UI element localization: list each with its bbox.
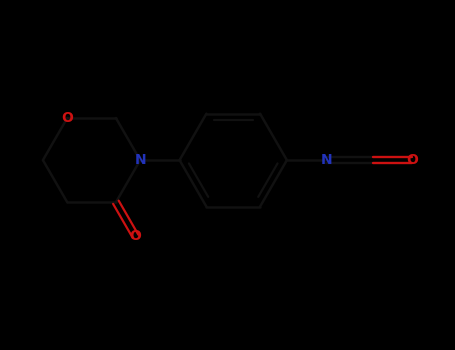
Text: N: N bbox=[134, 153, 146, 167]
Text: O: O bbox=[406, 153, 418, 167]
Text: O: O bbox=[61, 111, 73, 125]
Text: O: O bbox=[130, 229, 142, 243]
Text: N: N bbox=[320, 153, 332, 167]
